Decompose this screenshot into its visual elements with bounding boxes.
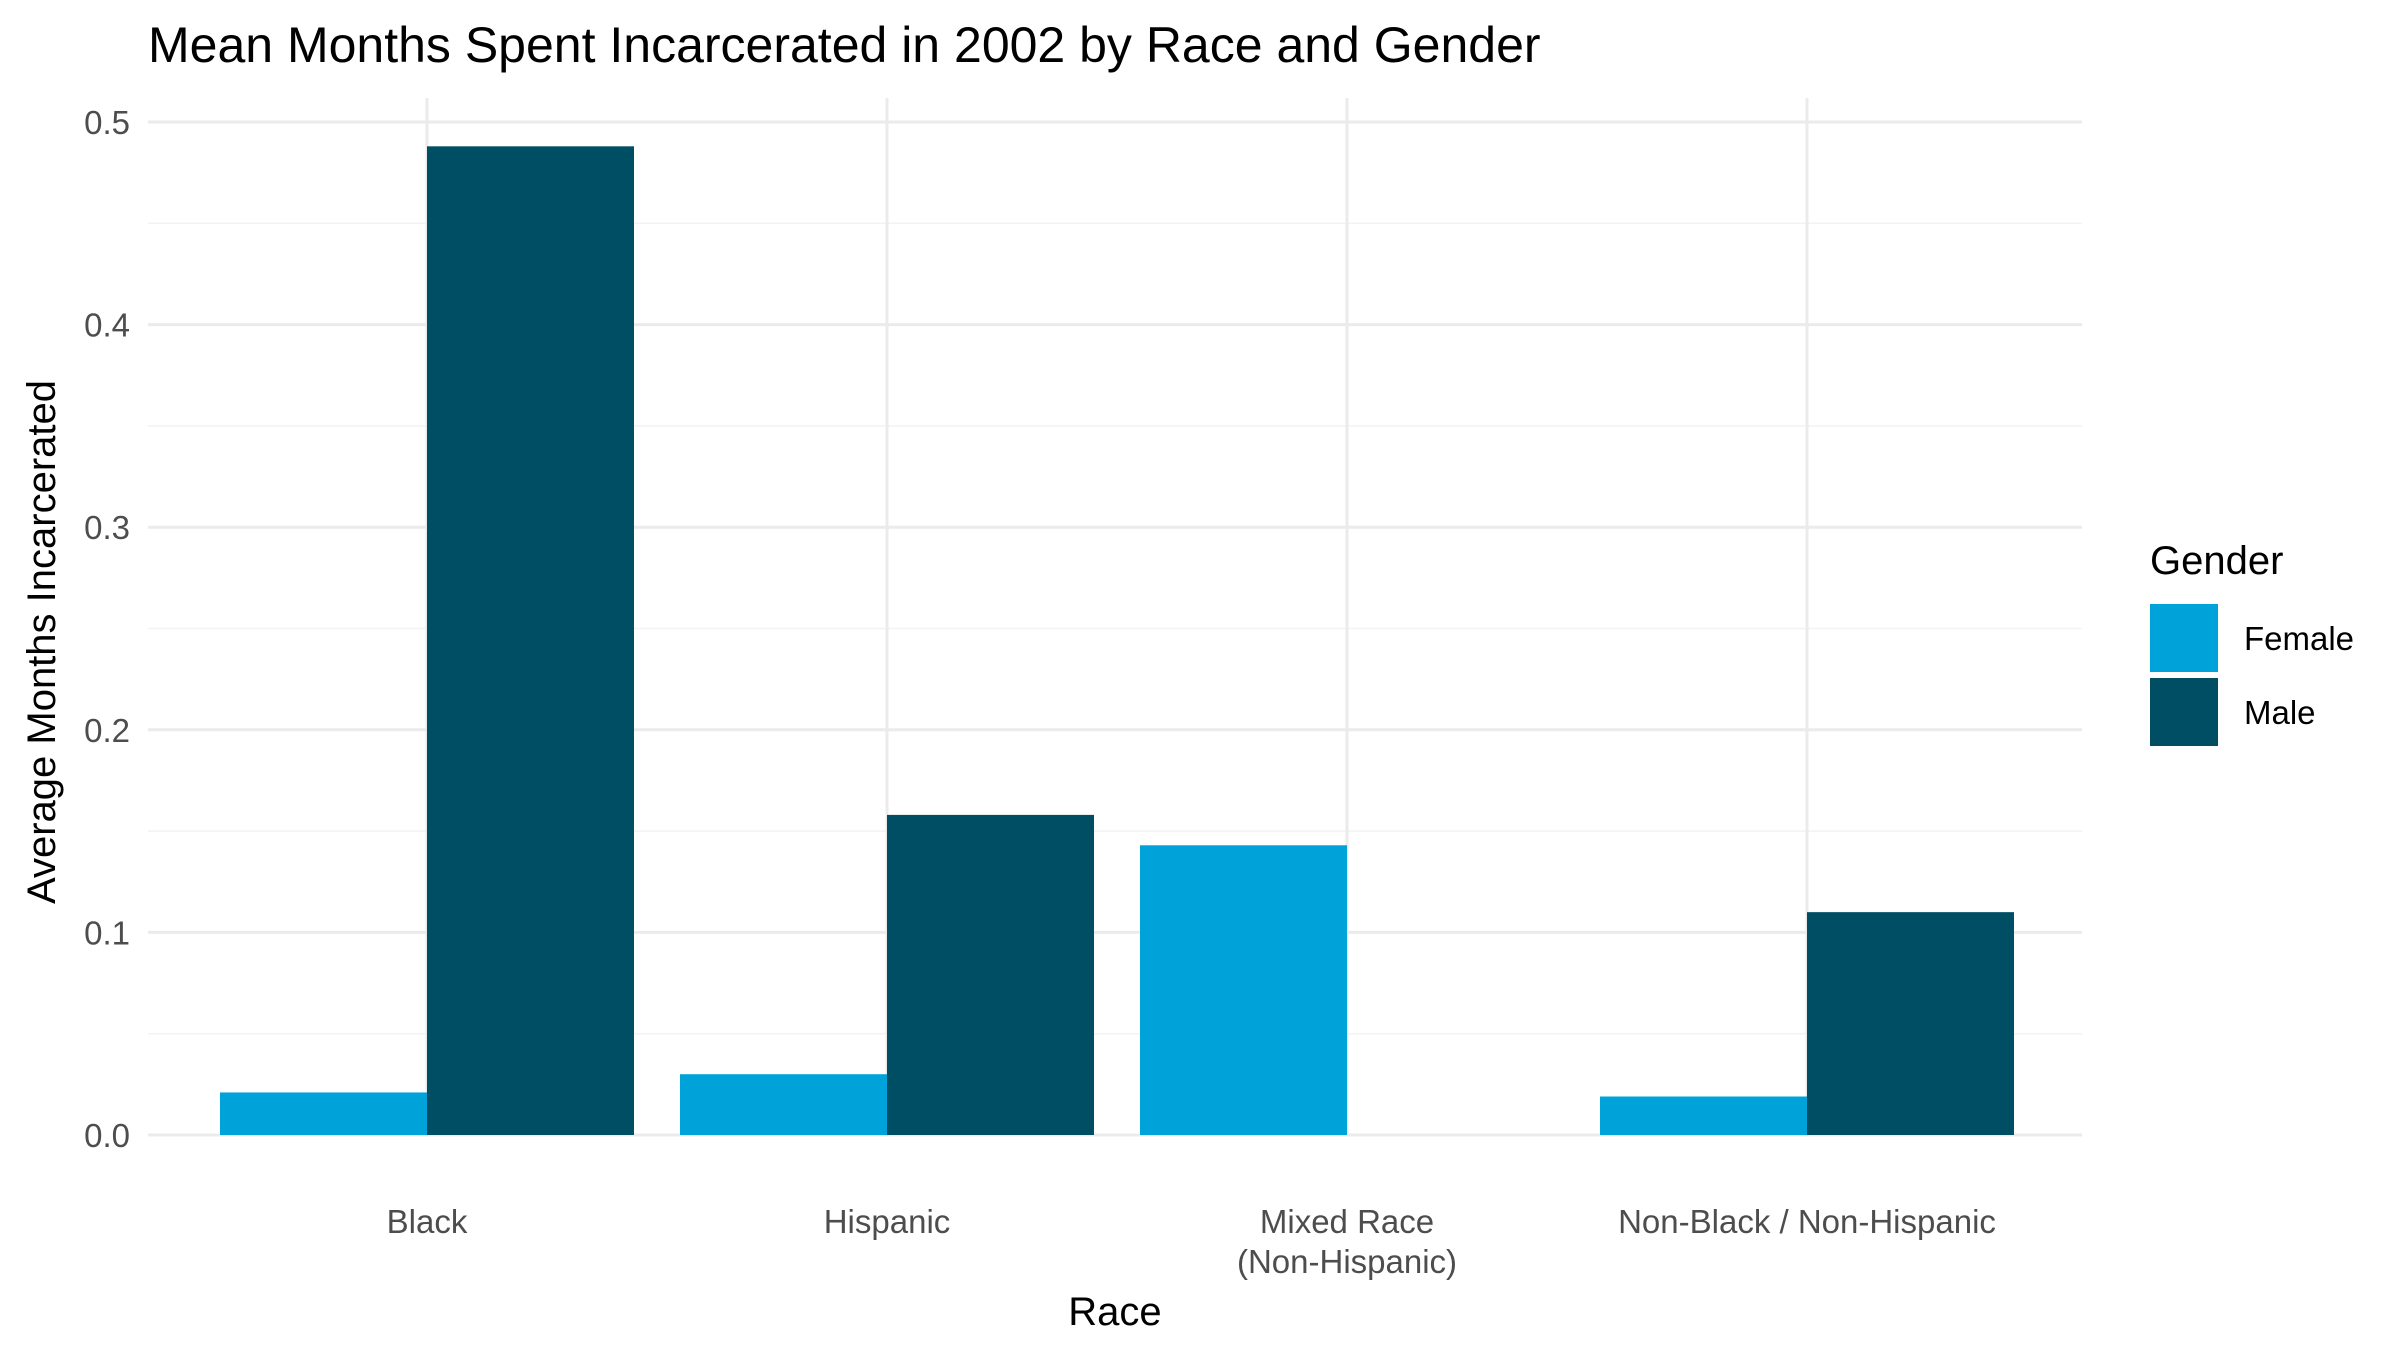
x-tick-label: Non-Black / Non-Hispanic <box>1618 1203 1996 1240</box>
y-tick-label: 0.3 <box>84 509 130 546</box>
y-axis-ticks: 0.0 0.1 0.2 0.3 0.4 0.5 <box>84 104 130 1154</box>
y-axis-title: Average Months Incarcerated <box>20 380 64 904</box>
bar-male-0 <box>427 146 634 1135</box>
legend: Gender Female Male <box>2150 539 2354 746</box>
x-tick-label: Hispanic <box>824 1203 951 1240</box>
x-axis-title: Race <box>1068 1290 1161 1334</box>
bars <box>220 146 2014 1135</box>
legend-label-male: Male <box>2244 694 2316 731</box>
x-axis-ticks: Black Hispanic Mixed Race (Non-Hispanic) Non… <box>387 1203 1996 1280</box>
legend-swatch-male <box>2150 678 2218 746</box>
y-tick-label: 0.5 <box>84 104 130 141</box>
y-tick-label: 0.4 <box>84 307 130 344</box>
legend-swatch-female <box>2150 604 2218 672</box>
legend-label-female: Female <box>2244 620 2354 657</box>
y-tick-label: 0.2 <box>84 712 130 749</box>
bar-female-3 <box>1600 1096 1807 1135</box>
bar-male-3 <box>1807 912 2014 1135</box>
bar-female-1 <box>680 1074 887 1135</box>
bar-male-1 <box>887 814 1094 1135</box>
x-tick-label: Black <box>387 1203 468 1240</box>
y-tick-label: 0.0 <box>84 1117 130 1154</box>
bar-female-2 <box>1140 845 1347 1135</box>
y-tick-label: 0.1 <box>84 914 130 951</box>
x-tick-label: Mixed Race (Non-Hispanic) <box>1237 1203 1457 1280</box>
bar-female-0 <box>220 1092 427 1135</box>
legend-title: Gender <box>2150 539 2283 583</box>
chart-title: Mean Months Spent Incarcerated in 2002 b… <box>148 17 1541 73</box>
